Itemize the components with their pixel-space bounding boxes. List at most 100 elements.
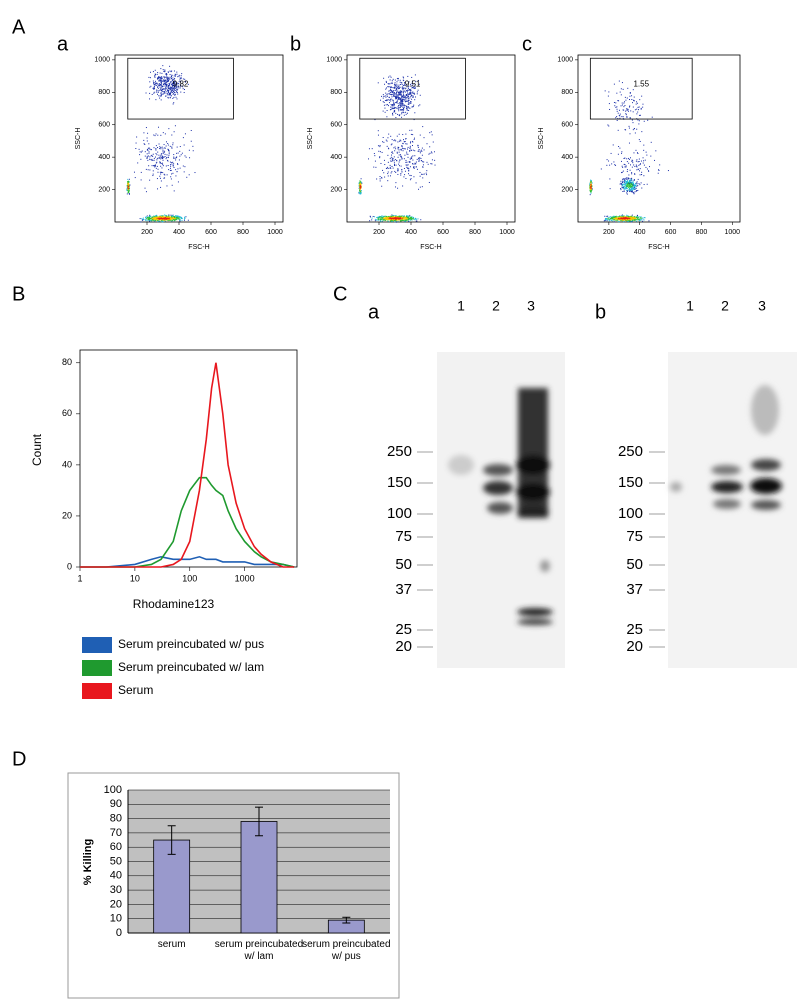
density-dot <box>631 119 633 121</box>
density-dot <box>399 219 401 221</box>
density-dot <box>621 102 623 104</box>
y-tick-label: 200 <box>98 186 110 193</box>
density-dot <box>171 173 173 175</box>
density-dot <box>611 163 613 165</box>
density-dot <box>157 91 159 93</box>
density-dot <box>168 91 170 93</box>
density-dot <box>411 92 413 94</box>
density-dot <box>155 156 157 158</box>
density-dot <box>626 178 628 180</box>
density-dot <box>150 155 152 157</box>
density-dot <box>399 97 401 99</box>
density-dot <box>393 147 395 149</box>
density-dot <box>145 216 147 218</box>
density-dot <box>154 76 156 78</box>
density-dot <box>629 169 631 171</box>
density-dot <box>167 218 169 220</box>
density-dot <box>158 154 160 156</box>
y-axis-label: SSC-H <box>307 128 314 150</box>
density-dot <box>143 143 145 145</box>
marker-label: 25 <box>626 621 643 638</box>
density-dot <box>626 190 628 192</box>
density-dot <box>411 98 413 100</box>
density-dot <box>434 159 436 161</box>
density-dot <box>394 139 396 141</box>
density-dot <box>392 167 394 169</box>
density-dot <box>156 217 158 219</box>
density-dot <box>417 146 419 148</box>
density-dot <box>624 218 626 220</box>
density-dot <box>165 82 167 84</box>
density-dot <box>394 158 396 160</box>
density-dot <box>380 99 382 101</box>
density-dot <box>626 169 628 171</box>
density-dot <box>171 89 173 91</box>
density-dot <box>399 217 401 219</box>
density-dot <box>395 164 397 166</box>
density-dot <box>428 181 430 183</box>
density-dot <box>615 216 617 217</box>
density-dot <box>166 174 168 176</box>
density-dot <box>632 122 634 124</box>
density-dot <box>390 82 392 84</box>
density-dot <box>156 159 158 161</box>
density-dot <box>393 160 395 162</box>
density-dot <box>359 189 361 191</box>
density-dot <box>159 216 161 218</box>
density-dot <box>630 181 632 183</box>
density-dot <box>633 152 635 154</box>
y-axis-label: Count <box>30 433 44 466</box>
density-dot <box>413 166 415 168</box>
density-dot <box>398 154 400 156</box>
density-dot <box>176 171 178 173</box>
density-dot <box>401 102 403 104</box>
density-dot <box>627 220 629 222</box>
density-dot <box>625 218 627 220</box>
density-dot <box>422 164 424 166</box>
density-dot <box>398 84 400 86</box>
density-dot <box>610 218 612 220</box>
density-dot <box>623 163 625 165</box>
density-dot <box>404 217 406 219</box>
density-dot <box>407 218 409 220</box>
density-dot <box>402 96 404 98</box>
density-dot <box>413 92 415 94</box>
density-dot <box>378 216 380 218</box>
density-dot <box>167 79 169 81</box>
density-dot <box>388 167 390 169</box>
density-dot <box>405 105 407 107</box>
density-dot <box>398 215 400 217</box>
density-dot <box>392 104 394 106</box>
density-dot <box>418 188 420 190</box>
density-dot <box>608 103 610 105</box>
density-dot <box>387 83 389 85</box>
y-tick-label: 200 <box>561 186 573 193</box>
density-dot <box>380 162 382 164</box>
density-dot <box>394 96 396 98</box>
density-dot <box>147 155 149 157</box>
density-dot <box>650 141 652 143</box>
density-dot <box>395 85 397 87</box>
density-dot <box>628 125 630 127</box>
density-dot <box>637 185 639 187</box>
density-dot <box>621 184 623 186</box>
density-dot <box>648 170 650 172</box>
density-dot <box>179 79 181 81</box>
x-axis-label: FSC-H <box>648 244 669 251</box>
density-dot <box>172 87 174 89</box>
density-dot <box>168 88 170 90</box>
density-dot <box>374 216 376 218</box>
density-dot <box>412 163 414 165</box>
density-dot <box>399 218 401 220</box>
density-dot <box>172 103 174 105</box>
density-dot <box>390 93 392 95</box>
marker-label: 20 <box>395 638 412 655</box>
density-dot <box>385 215 387 217</box>
density-dot <box>609 178 611 180</box>
density-dot <box>136 136 138 138</box>
density-dot <box>172 83 174 85</box>
density-dot <box>163 218 165 220</box>
density-dot <box>628 106 630 108</box>
density-dot <box>379 156 381 158</box>
density-dot <box>161 146 163 148</box>
